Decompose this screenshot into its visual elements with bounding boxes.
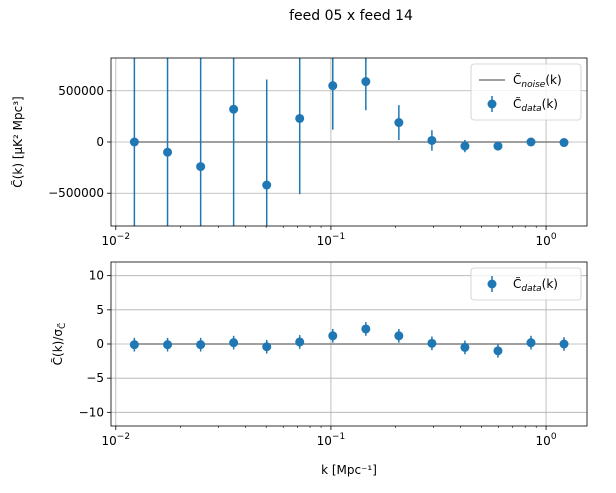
legend-box xyxy=(470,63,582,121)
data-point xyxy=(229,104,239,114)
y-tick-label: 0 xyxy=(96,135,104,149)
data-point xyxy=(493,346,503,356)
data-point xyxy=(394,118,404,128)
data-point xyxy=(196,340,206,350)
data-point xyxy=(427,338,437,348)
data-point xyxy=(361,324,371,334)
x-tick-label: 100 xyxy=(536,232,557,248)
y-tick-label: −10 xyxy=(79,405,104,419)
data-point xyxy=(493,141,503,151)
figure-title: feed 05 x feed 14 xyxy=(289,8,413,24)
data-point xyxy=(295,113,305,123)
y-tick-label: 10 xyxy=(89,269,104,283)
data-point xyxy=(361,77,371,87)
data-point xyxy=(163,147,173,157)
legend-data-label: C̃data(k) xyxy=(513,97,558,114)
legend-box xyxy=(470,267,582,301)
legend-data-swatch xyxy=(487,279,497,289)
data-point xyxy=(129,340,139,350)
x-tick-label: 10−1 xyxy=(317,432,346,448)
y-tick-label: −5 xyxy=(86,371,104,385)
x-tick-label: 10−1 xyxy=(317,232,346,248)
data-point xyxy=(129,137,139,147)
y-tick-label: 0 xyxy=(96,337,104,351)
legend-data-label: C̃data(k) xyxy=(513,277,558,294)
data-point xyxy=(262,180,272,190)
y-tick-label: 5 xyxy=(96,303,104,317)
y-axis-label: C̃(k) [μK² Mpc³] xyxy=(11,96,25,187)
x-axis-label: k [Mpc⁻¹] xyxy=(321,463,377,477)
top-panel: 10−2 10−1 100 500000 0 −500000 C̃(k) [μK² Mpc³… xyxy=(11,57,588,248)
data-point xyxy=(229,338,239,348)
data-point xyxy=(328,81,338,91)
data-point xyxy=(427,135,437,145)
bottom-panel: 10−2 10−1 100 10 5 0 −5 −10 C̃(k)/σC̃ k [Mpc⁻¹] C̃… xyxy=(51,261,588,477)
data-point xyxy=(394,331,404,341)
data-point xyxy=(295,337,305,347)
data-point xyxy=(526,137,536,147)
data-point xyxy=(328,331,338,341)
x-tick-label: 100 xyxy=(536,432,557,448)
legend-noise-label: C̃noise(k) xyxy=(513,73,562,90)
y-axis-label: C̃(k)/σC̃ xyxy=(51,323,68,366)
legend-data-swatch xyxy=(487,99,497,109)
x-tick-label: 10−2 xyxy=(102,432,131,448)
data-point xyxy=(262,342,272,352)
data-point xyxy=(196,162,206,172)
y-tick-label: −500000 xyxy=(48,186,104,200)
data-point xyxy=(163,340,173,350)
x-tick-label: 10−2 xyxy=(102,232,131,248)
data-point xyxy=(559,138,569,148)
data-point xyxy=(559,339,569,349)
data-point xyxy=(526,338,536,348)
y-tick-label: 500000 xyxy=(58,84,104,98)
data-point xyxy=(460,141,470,151)
data-point xyxy=(460,342,470,352)
